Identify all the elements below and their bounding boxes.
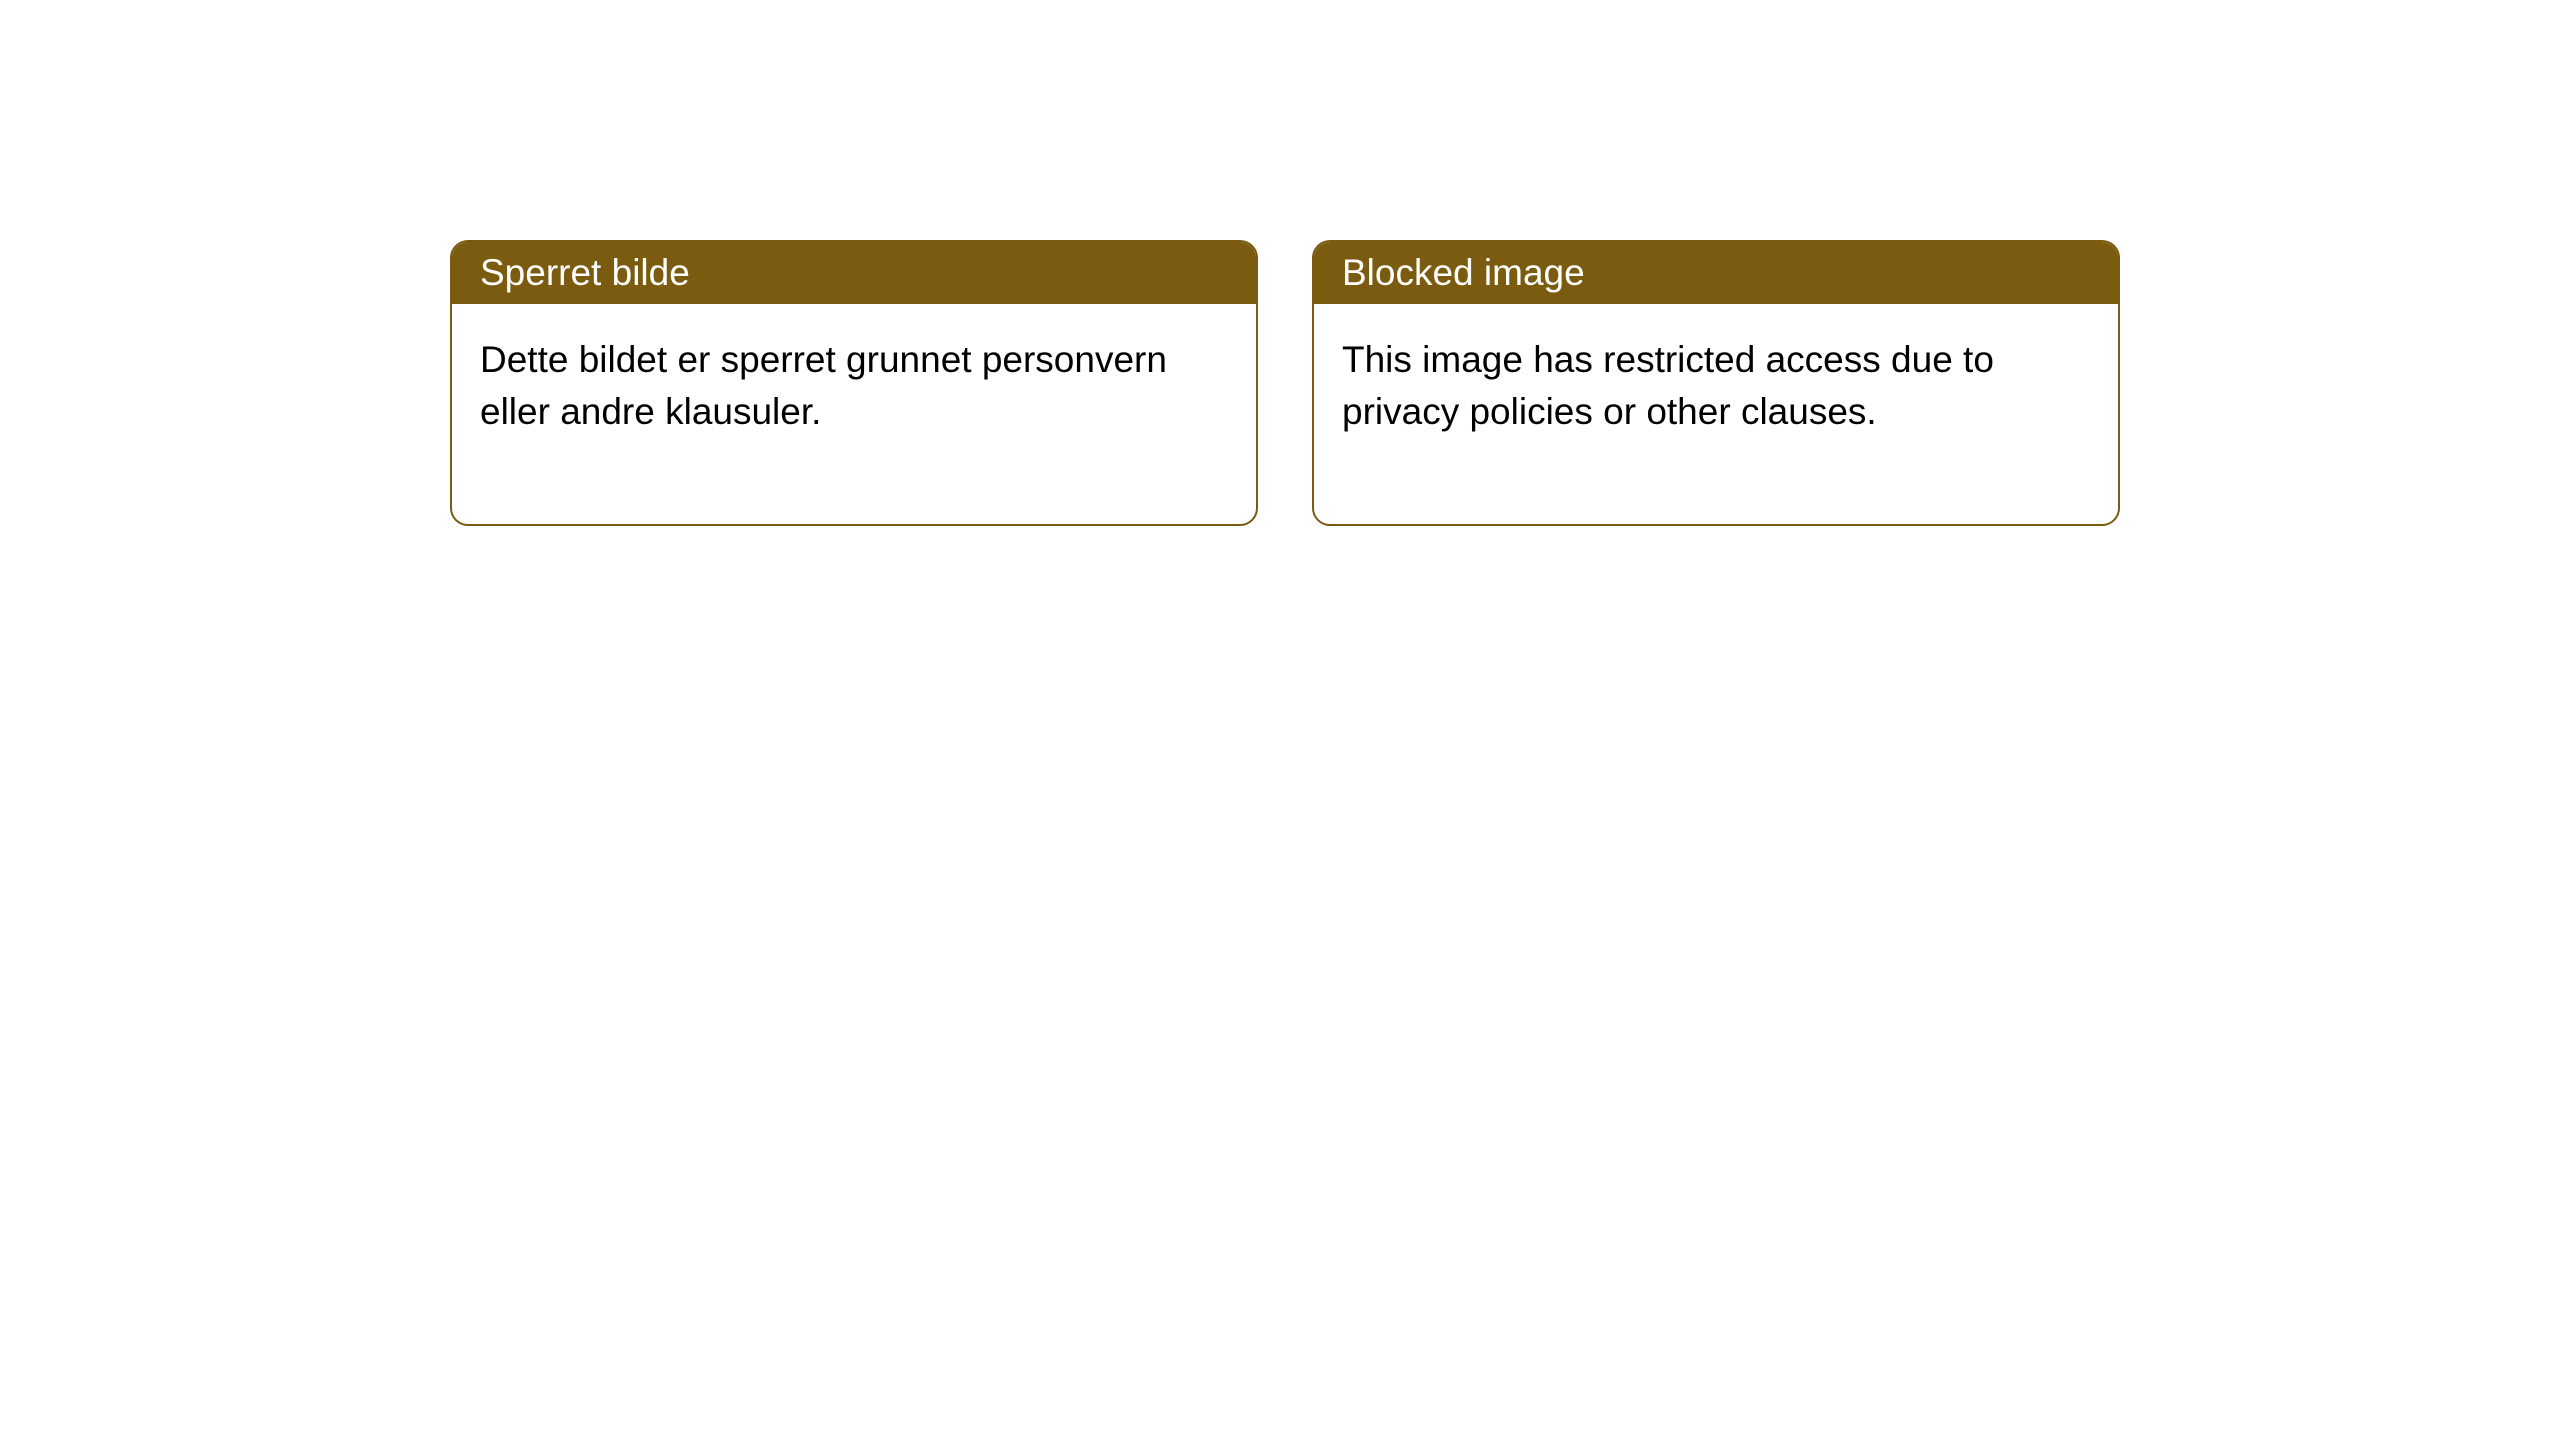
notice-body: This image has restricted access due to … — [1314, 304, 2118, 524]
notice-body-text: This image has restricted access due to … — [1342, 339, 1994, 432]
notice-body-text: Dette bildet er sperret grunnet personve… — [480, 339, 1167, 432]
notices-container: Sperret bilde Dette bildet er sperret gr… — [0, 0, 2560, 526]
notice-title: Sperret bilde — [480, 252, 690, 293]
notice-body: Dette bildet er sperret grunnet personve… — [452, 304, 1256, 524]
notice-box-norwegian: Sperret bilde Dette bildet er sperret gr… — [450, 240, 1258, 526]
notice-box-english: Blocked image This image has restricted … — [1312, 240, 2120, 526]
notice-title: Blocked image — [1342, 252, 1585, 293]
notice-header: Sperret bilde — [452, 242, 1256, 304]
notice-header: Blocked image — [1314, 242, 2118, 304]
